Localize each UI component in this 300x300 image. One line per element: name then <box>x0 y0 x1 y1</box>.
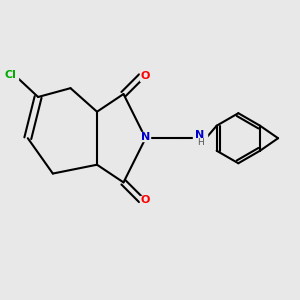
Text: N: N <box>141 132 150 142</box>
Text: N: N <box>195 130 205 140</box>
Bar <box>193 133 207 143</box>
Bar <box>140 72 149 81</box>
Text: O: O <box>140 195 149 205</box>
Bar <box>2 70 18 80</box>
Text: O: O <box>140 71 149 81</box>
Bar <box>141 132 150 141</box>
Text: H: H <box>197 138 203 147</box>
Text: Cl: Cl <box>4 70 16 80</box>
Bar <box>140 196 149 205</box>
